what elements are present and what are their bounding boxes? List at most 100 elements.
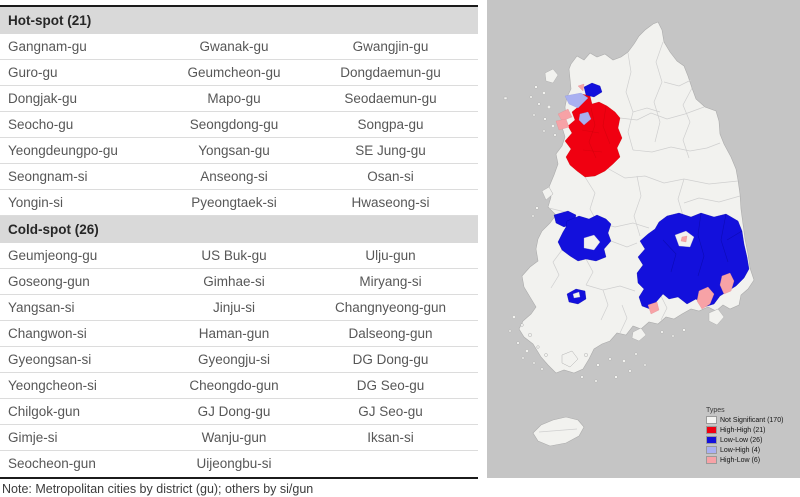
table-row: Dongjak-gu Mapo-gu Seodaemun-gu [0,86,478,112]
table-row: Changwon-si Haman-gun Dalseong-gun [0,321,478,347]
table-cell: Miryang-si [359,274,422,289]
legend-label: High-High (21) [720,426,766,434]
table-cell: Seocho-gu [8,117,74,132]
table-cell: Gwangjin-gu [352,39,429,54]
table-cell: Yeongdeungpo-gu [8,143,118,158]
table-row: Gimje-si Wanju-gun Iksan-si [0,425,478,451]
legend-item: Low-High (4) [706,446,792,454]
legend-swatch [706,426,717,434]
table-cell: Yeongcheon-si [8,378,97,393]
high-low-region-incheon-2 [555,118,570,131]
table-cell: Gyeongsan-si [8,352,92,367]
table-row: Seocho-gu Seongdong-gu Songpa-gu [0,112,478,138]
table-cell: Wanju-gun [201,430,267,445]
section-header: Hot-spot (21) [0,7,478,34]
table-row: Yangsan-si Jinju-si Changnyeong-gun [0,295,478,321]
legend-swatch [706,446,717,454]
table-row: Gangnam-gu Gwanak-gu Gwangjin-gu [0,34,478,60]
table-cell: Yongin-si [8,195,64,210]
table-cell: Gyeongju-si [197,352,271,367]
high-low-region-south-coast [647,301,660,315]
table-cell: Jinju-si [212,300,255,315]
hotspot-region-seoul-gyeonggi [564,93,623,178]
korea-choropleth-map: Types Not Significant (170) High-High (21… [487,0,800,478]
table-cell: DG Seo-gu [356,378,425,393]
jeju-island [532,416,585,447]
table-cell: Geumcheon-gu [187,65,281,80]
table-sections: Hot-spot (21) Gangnam-gu Gwanak-gu Gwangjin… [0,7,478,477]
table-cell: SE Jung-gu [355,143,426,158]
table-row: Chilgok-gun GJ Dong-gu GJ Seo-gu [0,399,478,425]
table-row: Goseong-gun Gimhae-si Miryang-si [0,269,478,295]
not-significant-hole-jeonju [583,234,601,251]
district-borders [548,41,741,334]
map-legend: Types Not Significant (170) High-High (21… [706,407,792,466]
table-row: Seocheon-gun Uijeongbu-si [0,451,478,477]
table-cell: Goseong-gun [8,274,90,289]
table-cell: Osan-si [367,169,414,184]
table-cell: Guro-gu [8,65,58,80]
table-cell: Songpa-gu [357,117,424,132]
table-cell: Gwanak-gu [199,39,269,54]
table-cell: DG Dong-gu [352,352,429,367]
table-row: Geumjeong-gu US Buk-gu Ulju-gun [0,243,478,269]
table-cell [303,451,478,477]
table-cell: Haman-gun [198,326,270,341]
table-cell: Seodaemun-gu [344,91,437,106]
high-low-region-busan-west [696,286,715,310]
legend-item: High-Low (6) [706,456,792,464]
legend-label: Low-High (4) [720,446,761,454]
legend-swatch [706,456,717,464]
table-row: Guro-gu Geumcheon-gu Dongdaemun-gu [0,60,478,86]
table-row: Gyeongsan-si Gyeongju-si DG Dong-gu [0,347,478,373]
table-cell: Uijeongbu-si [196,456,272,471]
high-low-region-busan-east [719,272,735,295]
legend-swatch [706,416,717,424]
table-cell: Chilgok-gun [8,404,81,419]
table-cell: Seongnam-si [8,169,88,184]
table-cell: Dongdaemun-gu [340,65,441,80]
coastal-islands [503,68,725,383]
table-row: Yongin-si Pyeongtaek-si Hwaseong-si [0,190,478,216]
legend-items: Not Significant (170) High-High (21) Low-L… [706,416,792,464]
low-high-region-w [578,111,592,126]
table-cell: Changnyeong-gun [334,300,447,315]
high-low-speck-se [680,235,688,243]
table-cell: Geumjeong-gu [8,248,98,263]
table-cell: GJ Dong-gu [197,404,271,419]
legend-item: High-High (21) [706,426,792,434]
legend-item: Not Significant (170) [706,416,792,424]
legend-label: Not Significant (170) [720,416,784,424]
high-low-region-incheon-1 [557,108,573,122]
table-cell: Dongjak-gu [8,91,78,106]
high-low-region-north-sliver [577,83,585,92]
table-row: Yeongdeungpo-gu Yongsan-gu SE Jung-gu [0,138,478,164]
table-cell: Dalseong-gun [348,326,433,341]
legend-swatch [706,436,717,444]
legend-label: Low-Low (26) [720,436,763,444]
coldspot-inner-borders [662,212,743,277]
table-cell: Gangnam-gu [8,39,87,54]
table-cell: Anseong-si [200,169,268,184]
hotspot-inner-borders [581,105,611,159]
table-cell: Yangsan-si [8,300,75,315]
table-cell: Seongdong-gu [189,117,279,132]
table-cell: GJ Seo-gu [358,404,423,419]
table-cell: US Buk-gu [201,248,267,263]
table-cell: Seocheon-gun [8,456,96,471]
table-cell: Mapo-gu [207,91,261,106]
not-significant-notch-sw [572,291,581,299]
legend-label: High-Low (6) [720,456,761,464]
legend-title: Types [706,407,725,414]
table-note: Note: Metropolitan cities by district (g… [2,482,314,496]
table-row: Seongnam-si Anseong-si Osan-si [0,164,478,190]
table-cell: Hwaseong-si [351,195,430,210]
jeju-inner-border [538,428,578,433]
table-row: Yeongcheon-si Cheongdo-gun DG Seo-gu [0,373,478,399]
legend-item: Low-Low (26) [706,436,792,444]
table-cell: Gimje-si [8,430,58,445]
table-cell: Iksan-si [367,430,414,445]
table-cell: Pyeongtaek-si [191,195,277,210]
section-header: Cold-spot (26) [0,216,478,243]
table-cell: Gimhae-si [203,274,265,289]
